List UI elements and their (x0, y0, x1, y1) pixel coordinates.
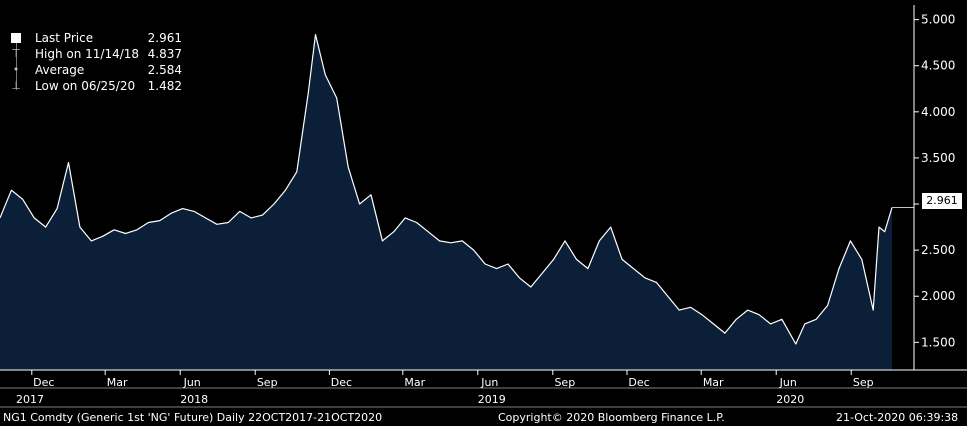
legend-value: 1.482 (147, 79, 182, 93)
ticker-description: NG1 Comdty (Generic 1st 'NG' Future) Dai… (3, 411, 383, 424)
y-tick-label: 4.000 (921, 105, 955, 119)
copyright-text: Copyright© 2020 Bloomberg Finance L.P. (498, 411, 725, 424)
high-marker-icon: ⊤ (11, 47, 21, 60)
year-label: 2017 (16, 393, 44, 406)
price-line (0, 34, 893, 345)
x-tick-label: Sep (853, 376, 874, 389)
low-marker-icon: ⊥ (11, 79, 21, 92)
x-tick-label: Dec (628, 376, 649, 389)
x-tick-label: Sep (257, 376, 278, 389)
y-tick-label: 2.000 (921, 289, 955, 303)
y-tick-label: 1.500 (921, 335, 955, 349)
year-label: 2020 (776, 393, 804, 406)
legend-row-low: ⊥ Low on 06/25/20 1.482 (4, 78, 186, 94)
legend-value: 2.584 (147, 63, 182, 77)
footer-bar: NG1 Comdty (Generic 1st 'NG' Future) Dai… (0, 410, 967, 426)
legend-label: Average (35, 63, 85, 77)
year-label: 2019 (478, 393, 506, 406)
price-area (0, 34, 892, 370)
legend-row-average: • Average 2.584 (4, 62, 186, 78)
average-marker-icon: • (12, 63, 20, 76)
y-tick-label: 5.000 (921, 13, 955, 27)
x-tick-label: Jun (480, 376, 498, 389)
legend-label: High on 11/14/18 (35, 47, 140, 61)
y-tick-label: 4.500 (921, 59, 955, 73)
square-icon (10, 32, 22, 44)
last-price-tag: 2.961 (922, 193, 962, 209)
legend-value: 4.837 (147, 47, 182, 61)
y-tick-label: 2.500 (921, 243, 955, 257)
year-label: 2018 (180, 393, 208, 406)
x-tick-label: Mar (107, 376, 128, 389)
x-tick-label: Sep (554, 376, 575, 389)
legend-row-last-price: Last Price 2.961 (4, 30, 186, 46)
x-tick-label: Dec (331, 376, 352, 389)
chart-legend: Last Price 2.961 ⊤ High on 11/14/18 4.83… (4, 30, 186, 100)
legend-tree-line (16, 40, 17, 90)
y-tick-label: 3.500 (921, 151, 955, 165)
legend-label: Low on 06/25/20 (35, 79, 136, 93)
x-tick-label: Mar (404, 376, 425, 389)
timestamp-text: 21-Oct-2020 06:39:38 (836, 411, 959, 424)
x-tick-label: Mar (703, 376, 724, 389)
x-tick-label: Dec (33, 376, 54, 389)
x-tick-label: Jun (779, 376, 797, 389)
legend-value: 2.961 (147, 31, 182, 45)
x-tick-label: Jun (183, 376, 201, 389)
legend-row-high: ⊤ High on 11/14/18 4.837 (4, 46, 186, 62)
legend-label: Last Price (35, 31, 94, 45)
